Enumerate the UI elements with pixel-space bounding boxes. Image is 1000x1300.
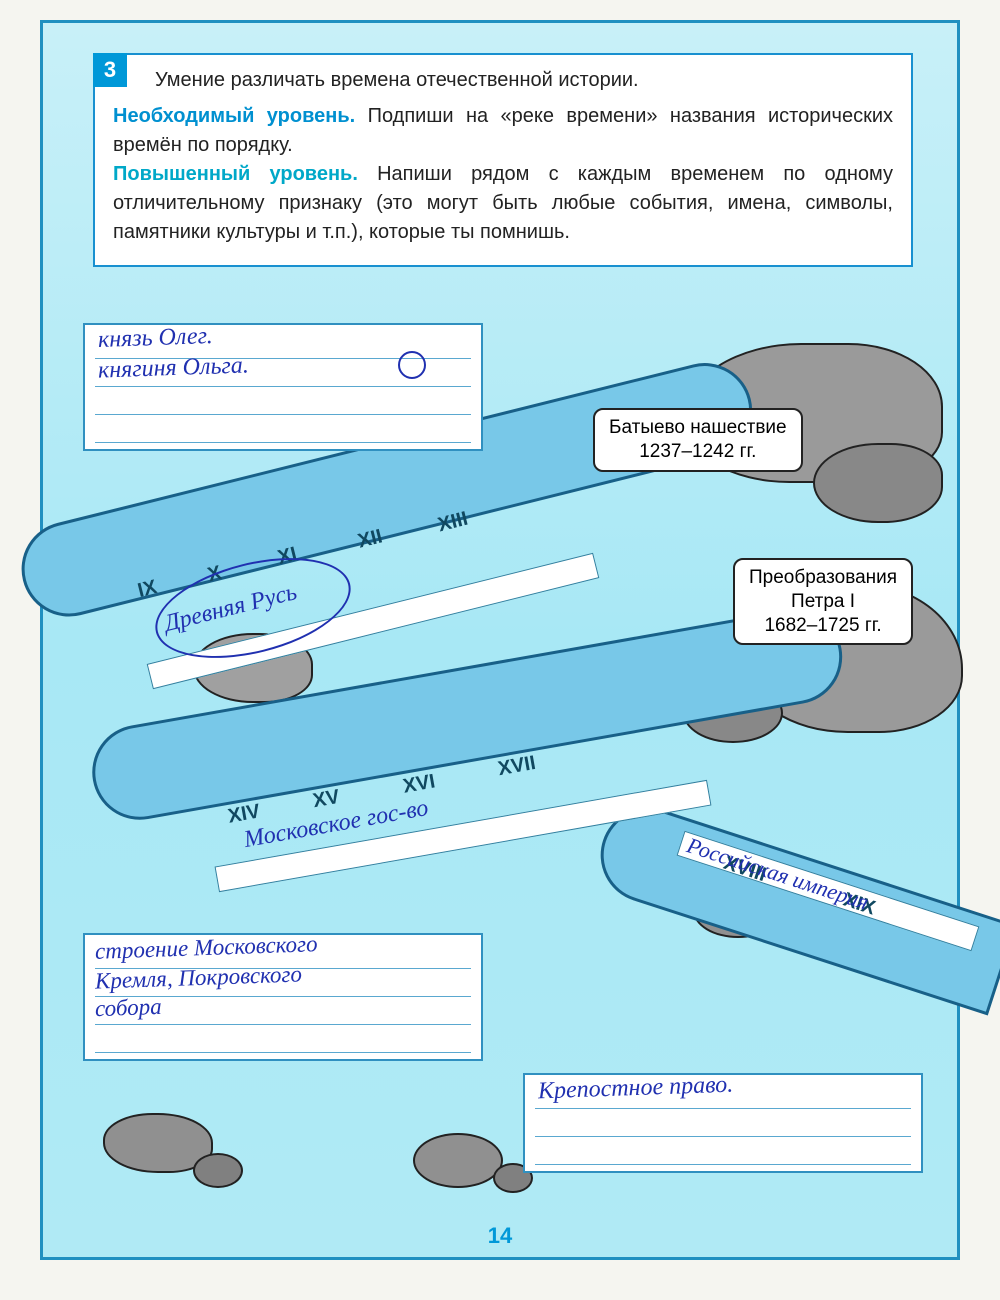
event-label-line: 1237–1242 гг. xyxy=(609,440,787,464)
rock-illustration xyxy=(813,443,943,523)
page-number: 14 xyxy=(43,1223,957,1249)
task-body: Необходимый уровень. Подпиши на «реке вр… xyxy=(113,102,893,247)
advanced-level-label: Повышенный уровень. xyxy=(113,163,358,185)
event-label-batyevo: Батыево нашествие 1237–1242 гг. xyxy=(593,408,803,472)
answer-line xyxy=(535,1137,911,1165)
event-label-petr: Преобразования Петра I 1682–1725 гг. xyxy=(733,558,913,645)
handwritten-answer: собора xyxy=(95,994,162,1022)
required-level-label: Необходимый уровень. xyxy=(113,105,355,127)
century-numeral: XVII xyxy=(496,752,537,781)
workbook-page: 3 Умение различать времена отечественной… xyxy=(40,20,960,1260)
event-label-line: Преобразования xyxy=(749,566,897,590)
century-numeral: XV xyxy=(311,786,341,813)
event-label-line: 1682–1725 гг. xyxy=(749,614,897,638)
handwritten-answer: князь Олег. xyxy=(98,323,214,354)
handwritten-answer: княгиня Ольга. xyxy=(98,352,250,384)
river-band-3 xyxy=(588,795,1000,1015)
answer-line xyxy=(95,1025,471,1053)
task-title: Умение различать времена отечественной и… xyxy=(155,69,893,92)
task-box: 3 Умение различать времена отечественной… xyxy=(93,53,913,267)
century-numeral: XII xyxy=(356,525,385,553)
answer-line xyxy=(95,415,471,443)
event-label-line: Батыево нашествие xyxy=(609,416,787,440)
event-label-line: Петра I xyxy=(749,590,897,614)
river-of-time-diagram: IX X XI XII XIII XIV XV XVI XVII XVIII X… xyxy=(43,313,957,1223)
rock-illustration xyxy=(413,1133,503,1188)
rock-illustration xyxy=(193,1153,243,1188)
century-numeral: XVI xyxy=(401,770,437,798)
handwritten-circle-mark xyxy=(398,351,426,379)
answer-line xyxy=(535,1109,911,1137)
task-number-badge: 3 xyxy=(93,53,127,87)
answer-line xyxy=(95,387,471,415)
